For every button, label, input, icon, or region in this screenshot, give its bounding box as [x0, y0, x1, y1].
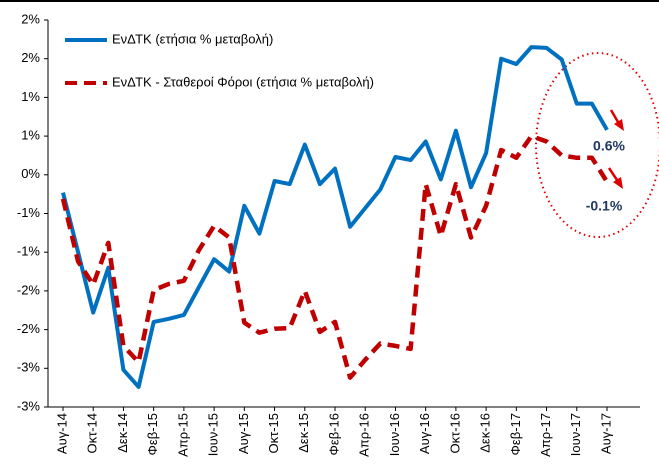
y-tick-label: 0%	[21, 166, 40, 181]
highlight-ellipse	[535, 52, 659, 238]
x-tick-label: Οκτ-14	[85, 413, 100, 454]
y-tick-label: 1%	[21, 89, 40, 104]
x-tick-label: Απρ-17	[538, 413, 553, 457]
legend-label: ΕνΔΤΚ - Σταθεροί Φόροι (ετήσια % μεταβολ…	[112, 74, 374, 89]
x-tick-label: Δεκ-14	[115, 413, 130, 453]
y-tick-label: -2%	[17, 321, 41, 336]
x-tick-label: Ιουν-17	[568, 413, 583, 456]
series-line	[60, 133, 609, 380]
y-tick-label: -3%	[17, 398, 41, 413]
x-tick-label: Φεβ-15	[145, 413, 160, 455]
x-tick-label: Αυγ-17	[598, 413, 613, 454]
y-tick-label: 2%	[21, 11, 40, 26]
arrows	[607, 109, 624, 189]
x-tick-label: Φεβ-17	[508, 413, 523, 455]
y-tick-label: -3%	[17, 360, 41, 375]
x-tick-label: Οκτ-15	[266, 413, 281, 454]
annotation: -0.1%	[586, 198, 623, 214]
x-tick-label: Φεβ-16	[326, 413, 341, 455]
x-tick-label: Δεκ-15	[296, 413, 311, 453]
x-tick-label: Δεκ-16	[478, 413, 493, 453]
legend-label: ΕνΔΤΚ (ετήσια % μεταβολή)	[112, 31, 273, 46]
x-tick-label: Ιουν-15	[206, 413, 221, 456]
y-tick-label: -2%	[17, 282, 41, 297]
series-line	[61, 45, 609, 389]
x-tick-label: Αυγ-14	[54, 413, 69, 454]
x-tick-label: Απρ-15	[175, 413, 190, 457]
y-tick-label: 1%	[21, 128, 40, 143]
x-tick-label: Απρ-16	[357, 413, 372, 457]
x-tick-label: Οκτ-16	[447, 413, 462, 454]
y-tick-label: -1%	[17, 205, 41, 220]
annotation: 0.6%	[593, 138, 625, 154]
x-tick-label: Ιουν-16	[387, 413, 402, 456]
y-tick-label: -1%	[17, 244, 41, 259]
x-tick-label: Αυγ-15	[236, 413, 251, 454]
x-tick-label: Αυγ-16	[417, 413, 432, 454]
y-tick-label: 2%	[21, 50, 40, 65]
